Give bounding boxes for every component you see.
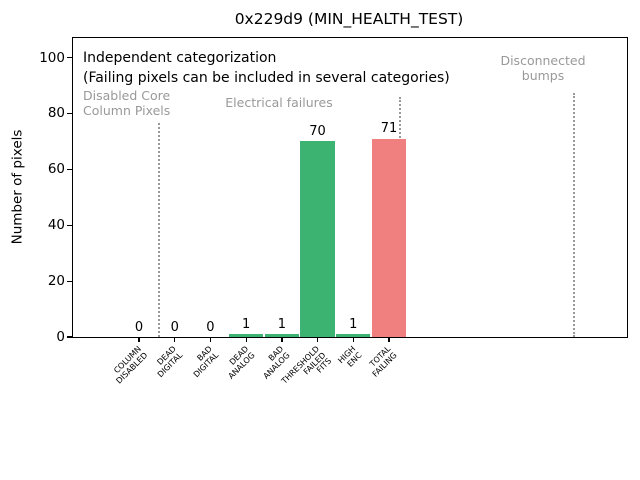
region-label-electrical: Electrical failures bbox=[225, 95, 333, 110]
y-axis-label: Number of pixels bbox=[9, 129, 25, 244]
y-axis-tick bbox=[67, 168, 72, 171]
bar-value-label: 71 bbox=[380, 121, 398, 137]
bar-value-label: 0 bbox=[170, 319, 179, 335]
bar bbox=[371, 138, 407, 337]
x-axis-tick bbox=[352, 337, 354, 342]
bar bbox=[228, 334, 264, 337]
x-tick-label: DEAD ANALOG bbox=[225, 344, 256, 381]
y-axis-tick bbox=[67, 280, 72, 282]
chart-title: 0x229d9 (MIN_HEALTH_TEST) bbox=[234, 10, 464, 28]
x-axis-tick bbox=[138, 337, 140, 342]
x-tick-label: BAD DIGITAL bbox=[191, 344, 221, 379]
bar bbox=[300, 141, 335, 337]
region-divider-line bbox=[157, 123, 160, 337]
y-tick-label: 0 bbox=[56, 329, 65, 345]
bar-value-label: 70 bbox=[309, 123, 326, 139]
bar bbox=[264, 334, 299, 337]
x-axis-tick bbox=[174, 337, 176, 342]
y-axis-tick bbox=[67, 336, 72, 338]
y-axis-tick bbox=[67, 112, 72, 115]
x-tick-label: HIGH ENC bbox=[335, 344, 363, 369]
region-divider-line bbox=[573, 93, 576, 337]
bar-value-label: 1 bbox=[349, 316, 358, 332]
x-tick-label: COLUMN DISABLED bbox=[111, 344, 149, 386]
x-axis-tick bbox=[245, 337, 247, 342]
y-axis-label-container: Number of pixels bbox=[4, 37, 30, 336]
bar-value-label: 0 bbox=[206, 319, 215, 335]
bar-value-label: 0 bbox=[134, 319, 144, 335]
y-axis-tick bbox=[67, 56, 72, 59]
bar bbox=[336, 334, 371, 337]
note-independent: Independent categorization bbox=[83, 50, 277, 66]
x-axis-tick bbox=[316, 337, 319, 342]
x-tick-label: TOTAL FAILING bbox=[368, 344, 399, 379]
bar-value-label: 1 bbox=[241, 316, 251, 332]
region-label-disconnected: Disconnected bumps bbox=[500, 53, 586, 83]
y-tick-label: 40 bbox=[47, 217, 65, 234]
y-tick-label: 100 bbox=[39, 49, 65, 66]
x-tick-label: DEAD DIGITAL bbox=[155, 344, 185, 379]
y-axis-tick bbox=[67, 224, 72, 226]
bar-value-label: 1 bbox=[277, 316, 286, 332]
y-tick-label: 80 bbox=[47, 105, 65, 122]
plot-area: 0 20 40 60 80 100 0 COLUMN DISABLED 0 DEAD DIGITAL 0… bbox=[39, 37, 628, 386]
x-axis-tick bbox=[388, 337, 390, 342]
y-tick-label: 20 bbox=[47, 273, 65, 290]
x-axis-tick bbox=[281, 337, 283, 342]
note-failing: (Failing pixels can be included in sever… bbox=[83, 70, 450, 86]
region-label-disabled-core: Disabled Core Column Pixels bbox=[83, 88, 171, 118]
y-tick-label: 60 bbox=[47, 161, 65, 178]
x-axis-tick bbox=[209, 337, 212, 342]
